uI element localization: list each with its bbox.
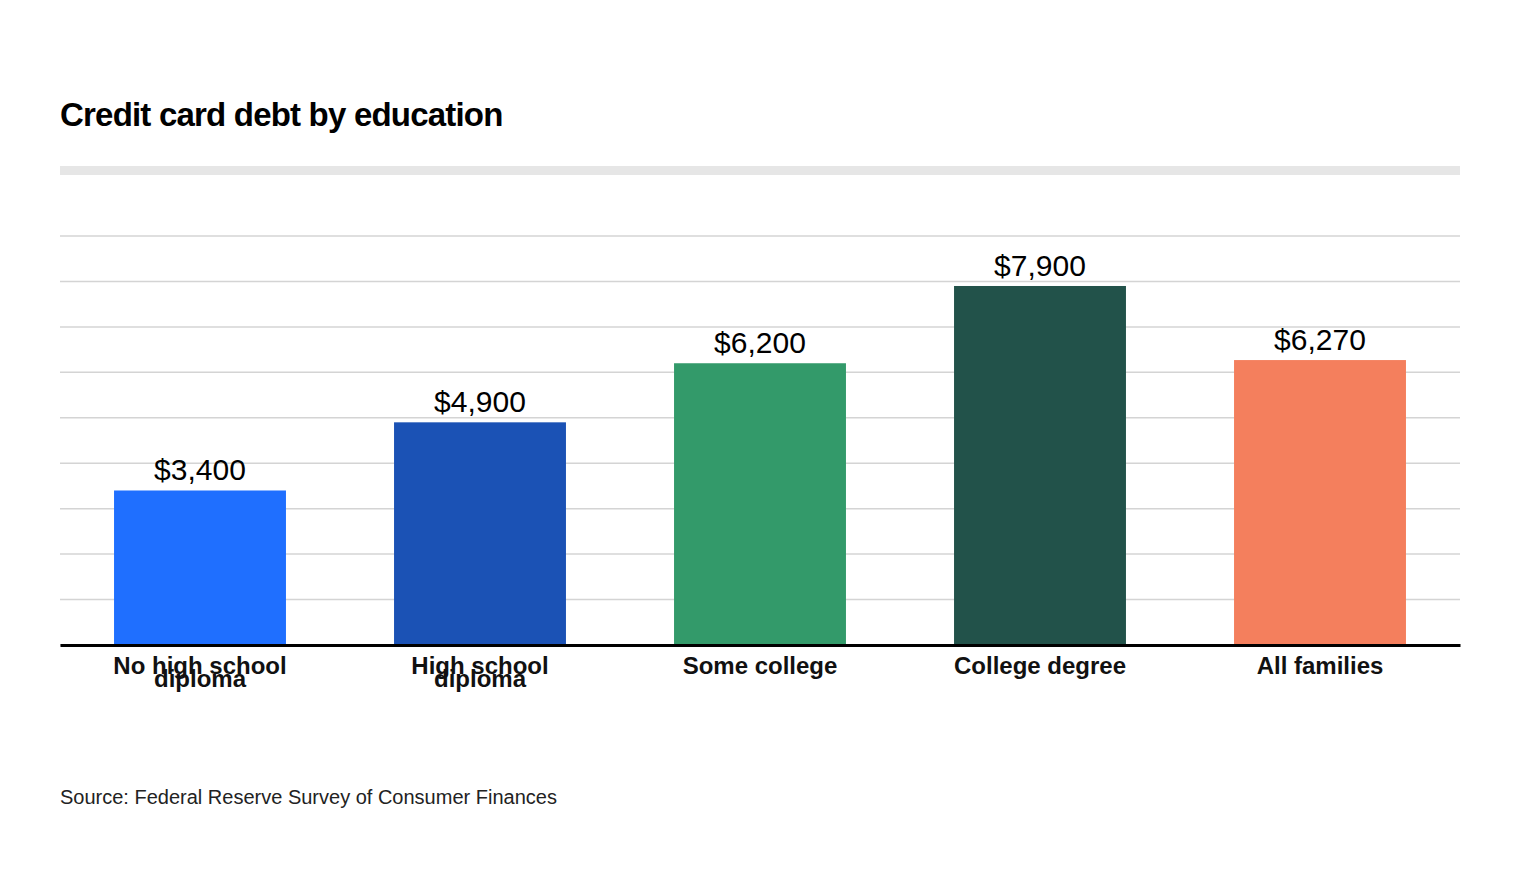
- tick-label: College degree: [954, 652, 1126, 679]
- data-label: $6,200: [714, 326, 806, 359]
- tick: Some college: [683, 645, 838, 679]
- data-labels: $3,400 $4,900 $6,200 $7,900 $6,270: [154, 249, 1366, 487]
- data-label: $4,900: [434, 385, 526, 418]
- grid-line: [60, 281, 1460, 283]
- bar: [394, 422, 566, 645]
- bar: [1234, 360, 1406, 645]
- bar: [954, 286, 1126, 645]
- tick: High schooldiploma: [411, 645, 548, 692]
- axis-line: [61, 644, 1461, 647]
- tick-label: High schooldiploma: [411, 652, 548, 692]
- data-label: $3,400: [154, 453, 246, 486]
- title: Credit card debt by education: [60, 96, 503, 133]
- tick: All families: [1257, 645, 1384, 679]
- tick-label: All families: [1257, 652, 1384, 679]
- tick-label: Some college: [683, 652, 838, 679]
- tick: No high schooldiploma: [113, 645, 286, 692]
- x-axis: No high schooldiploma High schooldiploma S…: [61, 645, 1461, 692]
- data-label: $7,900: [994, 249, 1086, 282]
- chart: Credit card debt by education $3,400 $4,90…: [0, 0, 1520, 876]
- grid-line: [60, 235, 1460, 237]
- tick: College degree: [954, 645, 1126, 679]
- source: Source: Federal Reserve Survey of Consum…: [60, 786, 557, 808]
- bar: [674, 363, 846, 645]
- bar: [114, 490, 286, 645]
- bars: [114, 286, 1406, 645]
- grid-line: [60, 644, 1460, 646]
- grid: [60, 236, 1460, 645]
- title-rule: [60, 166, 1460, 175]
- tick-label: No high schooldiploma: [113, 652, 286, 692]
- data-label: $6,270: [1274, 323, 1366, 356]
